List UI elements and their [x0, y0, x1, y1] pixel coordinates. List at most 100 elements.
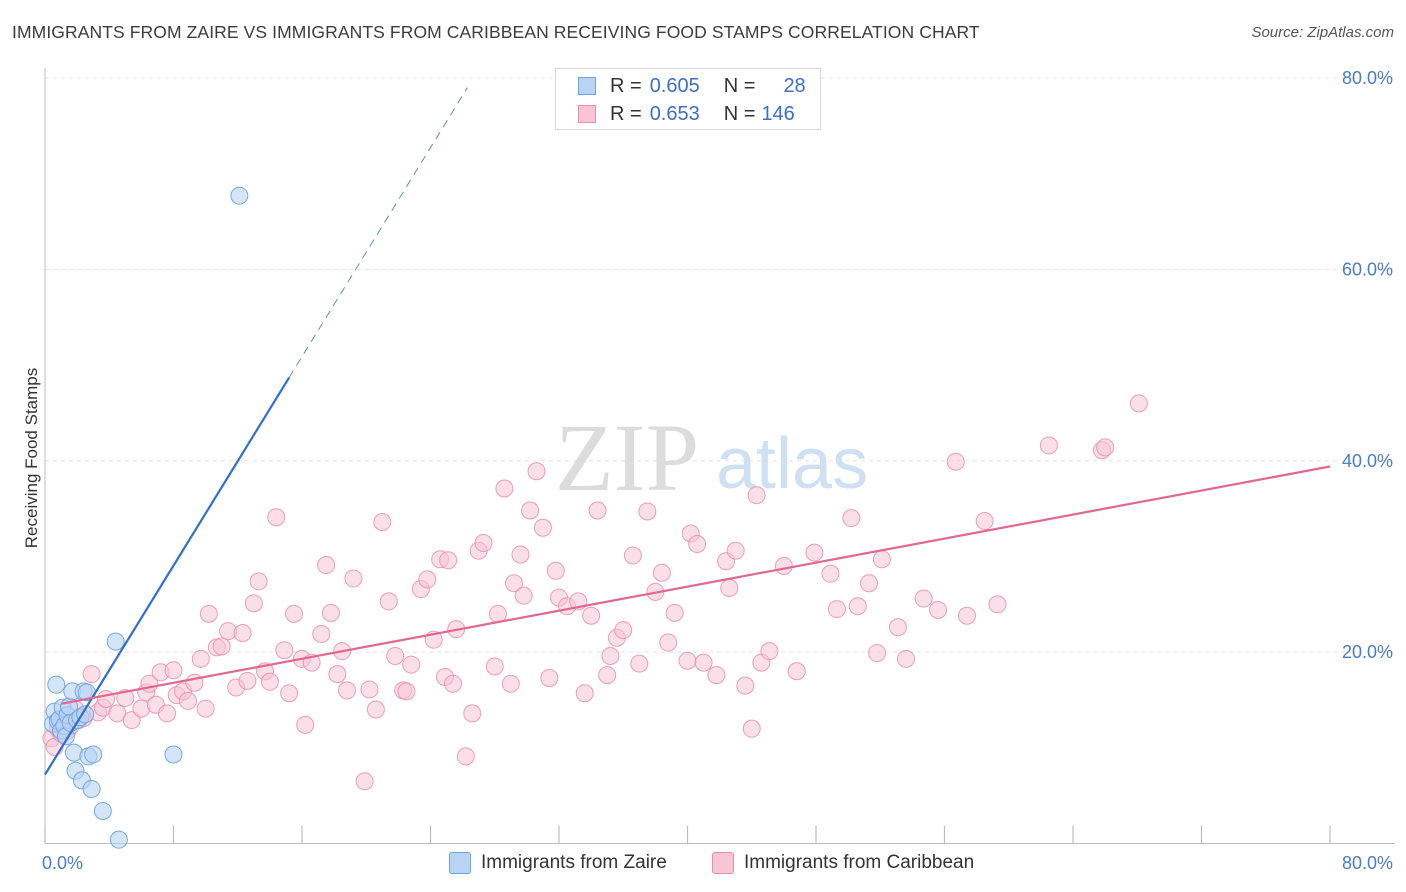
watermark-zip: ZIP [555, 404, 699, 511]
caribbean-point [868, 644, 887, 663]
watermark: ZIP atlas [555, 404, 868, 511]
caribbean-point [244, 594, 263, 613]
caribbean-point [914, 589, 933, 608]
zaire-point [109, 830, 128, 849]
n-label: N = [723, 102, 756, 125]
caribbean-point [957, 606, 976, 625]
caribbean-point [280, 684, 299, 703]
caribbean-point [707, 666, 726, 685]
caribbean-point [694, 653, 713, 672]
y-axis-label: Receiving Food Stamps [22, 368, 41, 548]
zaire-point [47, 675, 66, 694]
caribbean-point [317, 556, 336, 575]
caribbean-point [975, 512, 994, 531]
n-value: 146 [761, 102, 795, 125]
caribbean-point [463, 704, 482, 723]
caribbean-point [495, 479, 514, 498]
caribbean-trend-line [60, 465, 1331, 705]
caribbean-point [736, 676, 755, 695]
y-tick-label: 60.0% [1342, 259, 1393, 279]
caribbean-point [827, 600, 846, 619]
caribbean-point [485, 657, 504, 676]
zaire-point [93, 801, 112, 820]
axes [44, 68, 1395, 844]
zaire-swatch [578, 77, 596, 95]
caribbean-point [402, 655, 421, 674]
zaire-point [84, 745, 103, 764]
caribbean-point [275, 641, 294, 660]
caribbean-point [747, 486, 766, 505]
zaire-point [76, 705, 95, 724]
caribbean-point [521, 501, 540, 520]
caribbean-point [249, 572, 268, 591]
caribbean-point [988, 595, 1007, 614]
chart-source: Source: ZipAtlas.com [1251, 24, 1394, 41]
caribbean-point [1039, 436, 1058, 455]
caribbean-point [842, 509, 861, 528]
caribbean-point [1096, 438, 1115, 457]
caribbean-point [199, 604, 218, 623]
caribbean-point [164, 661, 183, 680]
caribbean-point [178, 691, 197, 710]
caribbean-point [501, 674, 520, 693]
legend-series: Immigrants from Zaire Immigrants from Ca… [0, 850, 1406, 880]
zaire-swatch [449, 852, 471, 874]
n-label: N = [723, 74, 756, 97]
caribbean-swatch [578, 105, 596, 123]
caribbean-point [418, 570, 437, 589]
caribbean-point [946, 452, 965, 471]
caribbean-point [122, 711, 141, 730]
caribbean-point [601, 646, 620, 665]
caribbean-point [212, 637, 231, 656]
caribbean-point [366, 700, 385, 719]
caribbean-point [312, 624, 331, 643]
caribbean-point [896, 649, 915, 668]
r-value: 0.653 [649, 102, 700, 125]
zaire-point [164, 745, 183, 764]
caribbean-point [267, 508, 286, 527]
caribbean-point [848, 597, 867, 616]
caribbean-point [321, 603, 340, 622]
y-tick-label: 80.0% [1342, 68, 1393, 88]
caribbean-point [582, 606, 601, 625]
caribbean-point [344, 569, 363, 588]
caribbean-point [158, 704, 177, 723]
legend-item-zaire: Immigrants from Zaire [449, 852, 667, 874]
caribbean-point [665, 603, 684, 622]
caribbean-point [456, 747, 475, 766]
caribbean-point [652, 563, 671, 582]
y-tick-label: 20.0% [1342, 642, 1393, 662]
y-tick-labels: 20.0% 40.0% 60.0% 80.0% [1342, 68, 1393, 662]
y-tick-label: 40.0% [1342, 451, 1393, 471]
caribbean-point [373, 512, 392, 531]
zaire-trend-extension [288, 87, 468, 378]
caribbean-point [588, 501, 607, 520]
caribbean-point [474, 534, 493, 553]
caribbean-point [439, 551, 458, 570]
zaire-point [106, 632, 125, 651]
zaire-point [230, 186, 249, 205]
chart-title: IMMIGRANTS FROM ZAIRE VS IMMIGRANTS FROM… [12, 22, 980, 42]
legend-label-zaire: Immigrants from Zaire [481, 852, 667, 873]
caribbean-point [546, 561, 565, 580]
caribbean-point [659, 633, 678, 652]
caribbean-point [540, 668, 559, 687]
caribbean-point [575, 684, 594, 703]
caribbean-point [360, 680, 379, 699]
caribbean-point [598, 666, 617, 685]
caribbean-point [1129, 394, 1148, 413]
caribbean-point [511, 545, 530, 564]
caribbean-point [742, 719, 761, 738]
legend-label-caribbean: Immigrants from Caribbean [744, 852, 975, 873]
caribbean-point [929, 601, 948, 620]
caribbean-point [774, 557, 793, 576]
watermark-atlas: atlas [716, 424, 868, 504]
x-tick-labels: 0.0% 80.0% [42, 853, 1393, 873]
r-label: R = [610, 102, 642, 125]
caribbean-point [233, 623, 252, 642]
caribbean-point [116, 689, 135, 708]
caribbean-point [488, 604, 507, 623]
legend-stats: R = 0.605 N = 28 R = 0.653 N = 146 [555, 68, 821, 130]
caribbean-point [720, 579, 739, 598]
